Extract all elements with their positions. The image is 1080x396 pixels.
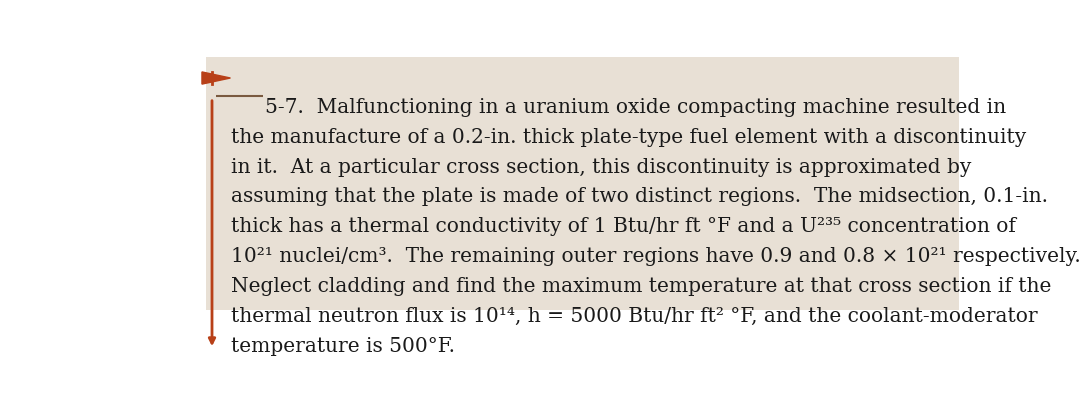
Text: 10²¹ nuclei/cm³.  The remaining outer regions have 0.9 and 0.8 × 10²¹ respective: 10²¹ nuclei/cm³. The remaining outer reg… <box>231 247 1080 266</box>
Polygon shape <box>202 72 230 84</box>
Text: temperature is 500°F.: temperature is 500°F. <box>231 337 456 356</box>
Text: thick has a thermal conductivity of 1 Btu/hr ft °F and a U²³⁵ concentration of: thick has a thermal conductivity of 1 Bt… <box>231 217 1016 236</box>
Text: 5-7.  Malfunctioning in a uranium oxide compacting machine resulted in: 5-7. Malfunctioning in a uranium oxide c… <box>265 98 1005 117</box>
Text: the manufacture of a 0.2-in. thick plate-type fuel element with a discontinuity: the manufacture of a 0.2-in. thick plate… <box>231 128 1026 147</box>
FancyBboxPatch shape <box>206 57 959 310</box>
Text: thermal neutron flux is 10¹⁴, h = 5000 Btu/hr ft² °F, and the coolant-moderator: thermal neutron flux is 10¹⁴, h = 5000 B… <box>231 307 1038 326</box>
Text: Neglect cladding and find the maximum temperature at that cross section if the: Neglect cladding and find the maximum te… <box>231 277 1052 296</box>
Text: assuming that the plate is made of two distinct regions.  The midsection, 0.1-in: assuming that the plate is made of two d… <box>231 187 1049 206</box>
Text: in it.  At a particular cross section, this discontinuity is approximated by: in it. At a particular cross section, th… <box>231 158 972 177</box>
